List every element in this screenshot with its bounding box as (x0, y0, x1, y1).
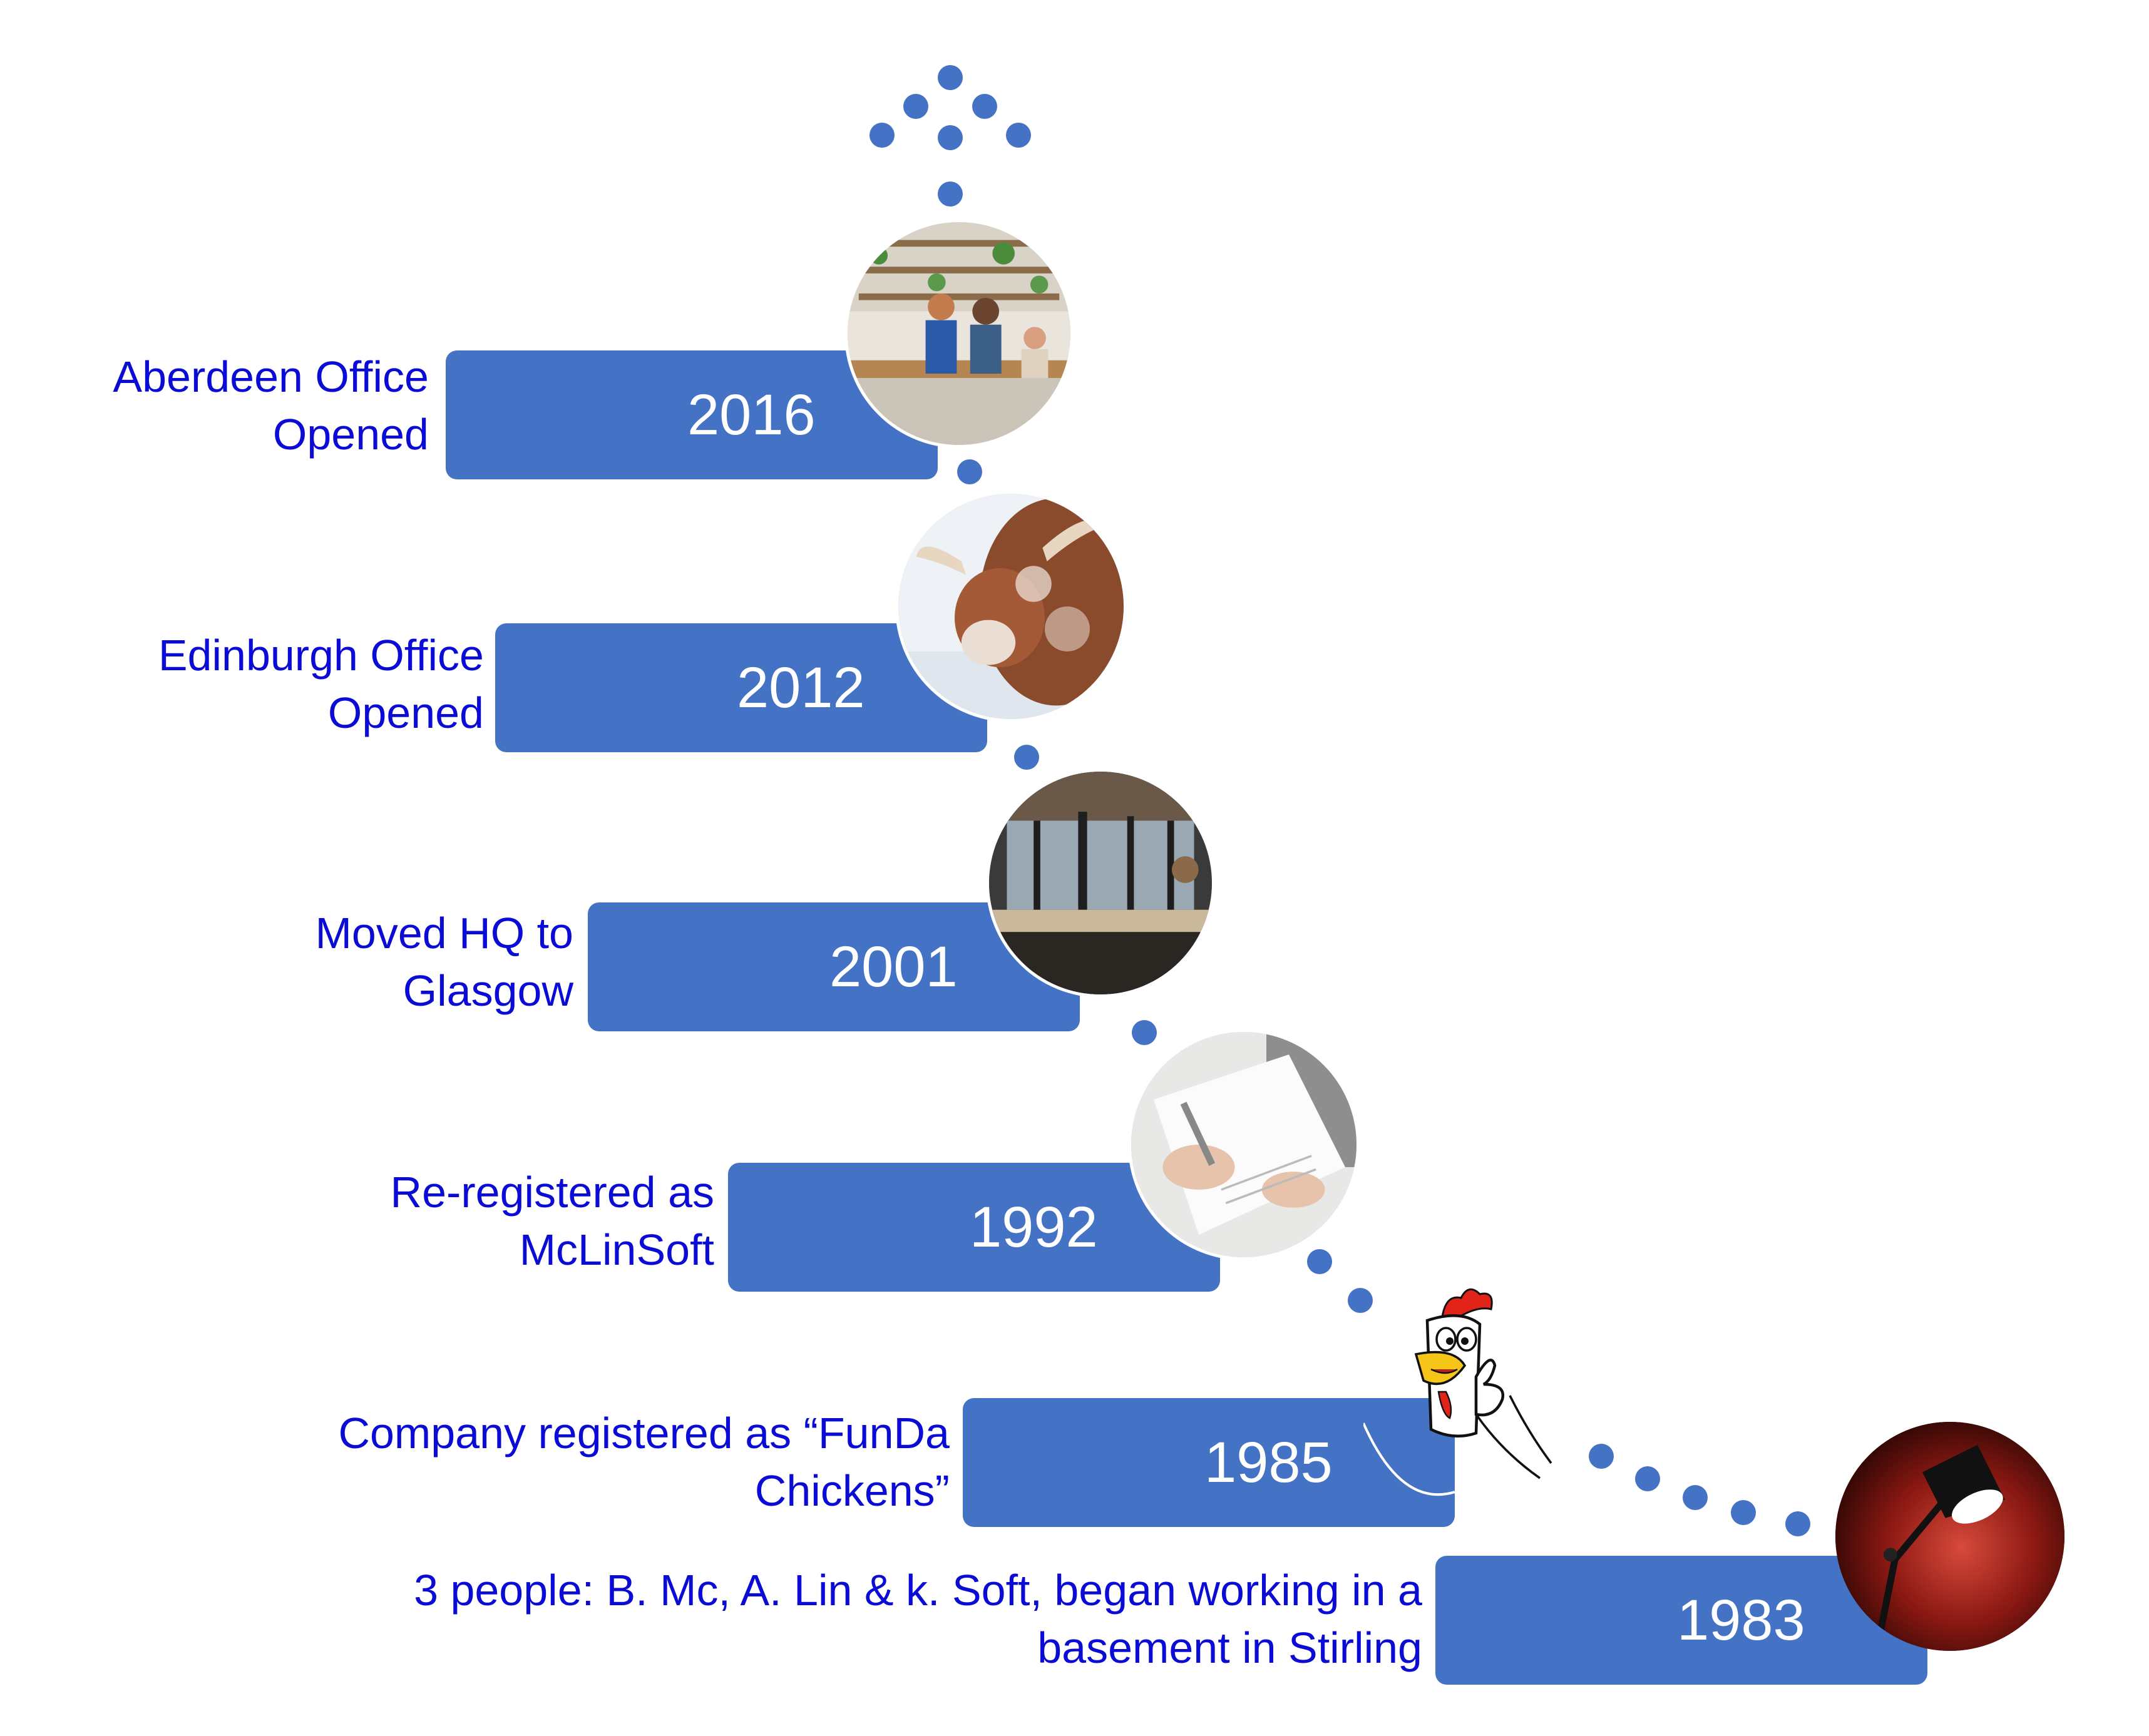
signing-document-photo (1128, 1029, 1360, 1260)
team-meeting-photo (844, 219, 1074, 448)
milestone-1992-label: Re-registered as McLinSoft (390, 1168, 714, 1274)
highland-cow-photo (895, 491, 1127, 722)
chicken-mascot-cartoon (1414, 1288, 1552, 1479)
milestone-2016-year-bar: 2016 (446, 350, 938, 479)
milestone-2001-year: 2001 (829, 935, 958, 999)
desk-lamp-photo (1835, 1422, 2064, 1651)
milestone-2012-label: Edinburgh Office Opened (158, 631, 484, 737)
milestone-2016-year: 2016 (687, 383, 816, 447)
milestone-1985-year: 1985 (1204, 1431, 1333, 1494)
milestone-2012-year: 2012 (737, 656, 865, 720)
milestone-1985-label: Company registered as “FunDa Chickens” (338, 1409, 950, 1515)
milestone-1992-year: 1992 (970, 1195, 1098, 1259)
milestone-1983-label: 3 people: B. Mc, A. Lin & k. Soft, began… (414, 1566, 1422, 1672)
milestone-2001-label: Moved HQ to Glasgow (315, 909, 573, 1015)
milestone-2016-label: Aberdeen Office Opened (113, 352, 429, 459)
milestone-1983-year: 1983 (1677, 1588, 1805, 1652)
milestone-1985-year-bar: 1985 (963, 1398, 1455, 1527)
open-office-photo (986, 768, 1215, 998)
